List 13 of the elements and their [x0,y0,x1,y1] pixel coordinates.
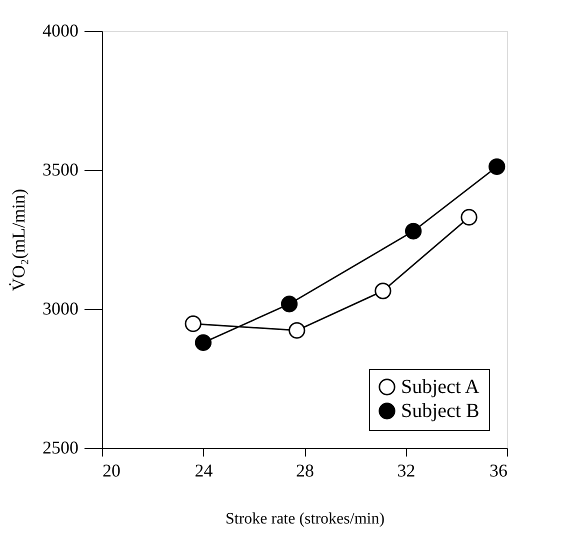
x-tick-label: 20 [102,460,120,480]
x-tick-label: 24 [194,460,213,480]
y-tick-label: 3500 [42,160,78,180]
x-tick-label: 32 [397,460,416,480]
y-tick-label: 4000 [42,20,78,40]
y-axis-title: V̇O₂(mL/min) [8,188,28,292]
legend-label: Subject B [401,400,480,422]
x-tick-label: 28 [296,460,314,480]
x-tick-label: 36 [490,460,508,480]
x-axis-title: Stroke rate (strokes/min) [225,510,385,528]
y-tick-label: 2500 [42,438,78,458]
y-tick-label: 3000 [42,298,78,318]
legend-label: Subject A [401,376,480,398]
